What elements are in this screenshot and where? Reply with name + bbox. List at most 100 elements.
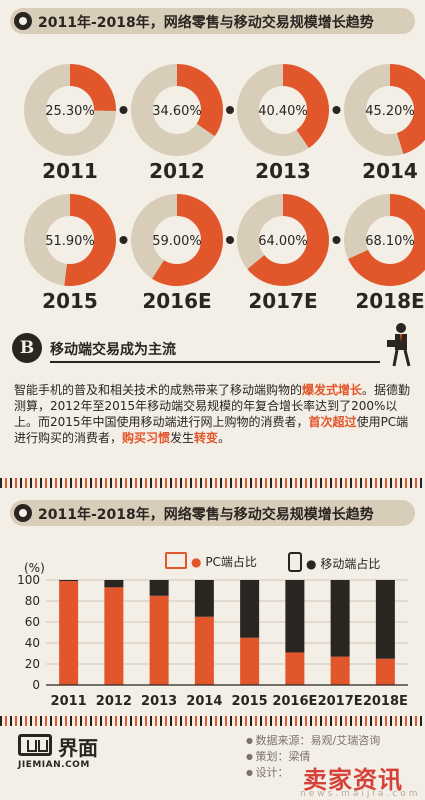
bar-pc (194, 616, 214, 685)
y-tick-label: 0 (32, 678, 40, 692)
donut-year-label: 2018E (355, 289, 424, 313)
donut-year-label: 2015 (42, 289, 98, 313)
donut-value-label: 64.00% (258, 234, 308, 249)
y-tick-label: 40 (25, 636, 40, 650)
legend-mobile: ● 移动端占比 (288, 552, 380, 572)
x-tick-label: 2018E (363, 694, 408, 709)
x-tick-label: 2016E (272, 694, 317, 709)
logo-mark-icon (18, 734, 52, 756)
bar-mobile (104, 580, 124, 588)
separator-dot-icon (332, 236, 341, 244)
bar-pc (59, 581, 79, 685)
phone-icon (288, 552, 302, 572)
separator-dot-icon (119, 106, 128, 114)
legend-mobile-label: 移动端占比 (320, 557, 381, 571)
x-tick-label: 2015 (232, 694, 268, 709)
para-highlight: 转变 (194, 431, 219, 445)
donut-slice (131, 64, 223, 156)
decorative-stripe (0, 478, 425, 488)
section-paragraph: 智能手机的普及和相关技术的成熟带来了移动端购物的爆发式增长。据德勤测算，2012… (14, 382, 412, 446)
bar-mobile (59, 580, 79, 582)
title-banner: 2011年-2018年，网络零售与移动交易规模增长趋势 (10, 500, 415, 526)
logo-domain: JIEMIAN.COM (18, 760, 90, 770)
donut-year-label: 2011 (42, 159, 98, 183)
legend-pc-label: PC端占比 (205, 555, 257, 569)
credit-design: 设计： (246, 765, 380, 781)
donut-value-label: 25.30% (45, 104, 95, 119)
y-tick-label: 100 (17, 573, 40, 587)
para-text: 。 (218, 431, 231, 445)
donut-value-label: 34.60% (152, 104, 202, 119)
credit-source: 数据来源：易观/艾瑞咨询 (246, 733, 381, 749)
x-tick-label: 2012 (96, 694, 132, 709)
donut-slice (24, 194, 116, 286)
banner-dot-icon (14, 504, 32, 522)
y-tick-label: 20 (25, 657, 40, 671)
para-text: 发生 (170, 431, 195, 445)
donut-year-label: 2014 (362, 159, 418, 183)
bar-mobile (330, 580, 350, 657)
para-highlight: 首次超过 (308, 415, 357, 429)
jiemian-logo: 界面 JIEMIAN.COM (18, 732, 118, 772)
separator-dot-icon (226, 106, 234, 114)
legend-bullet: ● (191, 555, 202, 569)
x-tick-label: 2013 (141, 694, 177, 709)
separator-dot-icon (226, 236, 234, 244)
donut-year-label: 2016E (142, 289, 211, 313)
bar-mobile (285, 580, 305, 653)
businessman-icon (387, 323, 411, 367)
para-highlight: 购买习惯 (122, 431, 171, 445)
decorative-stripe (0, 716, 425, 726)
donut-value-label: 68.10% (365, 234, 415, 249)
x-tick-label: 2017E (318, 694, 363, 709)
donut-slice (24, 64, 116, 156)
para-text: 使用PC端进行购买的消费者， (14, 415, 409, 445)
donut-value-label: 45.20% (365, 104, 415, 119)
donut-slice (237, 194, 329, 286)
bar-pc (240, 637, 260, 685)
section-title: 移动端交易成为主流 (50, 342, 176, 358)
monitor-icon (165, 552, 187, 569)
section-underline (50, 361, 380, 363)
credits: 数据来源：易观/艾瑞咨询 策划：梁倩 设计： (246, 733, 381, 781)
para-highlight: 爆发式增长 (302, 383, 363, 397)
donut-slice (237, 64, 329, 156)
section-badge: B (12, 333, 42, 363)
bar-mobile (149, 580, 169, 596)
para-text: 智能手机的普及和相关技术的成熟带来了移动端购物的 (14, 383, 303, 397)
chart-title: 2011年-2018年，网络零售与移动交易规模增长趋势 (38, 15, 374, 31)
logo-text: 界面 (58, 736, 98, 760)
chart-title: 2011年-2018年，网络零售与移动交易规模增长趋势 (38, 507, 374, 523)
y-axis-label: (%) (24, 561, 45, 575)
bar-pc (149, 595, 169, 685)
donut-chart-grid: 25.30% 2011 34.60% 2012 40.40% 2013 45.20% 2014… (24, 64, 425, 313)
title-banner: 2011年-2018年，网络零售与移动交易规模增长趋势 (10, 8, 415, 34)
donut-year-label: 2012 (149, 159, 205, 183)
x-tick-label: 2011 (51, 694, 87, 709)
legend-bullet: ● (306, 557, 317, 571)
bar-mobile (375, 580, 395, 659)
donut-value-label: 51.90% (45, 234, 95, 249)
credit-plan: 策划：梁倩 (246, 749, 380, 765)
para-text: 。据德勤测算，2012年至2015年移动端交易规模的年复合增长率达到了200%以… (14, 383, 411, 429)
separator-dot-icon (119, 236, 128, 244)
watermark: 卖家资讯 (303, 766, 403, 794)
bar-pc (285, 652, 305, 685)
donut-value-label: 59.00% (152, 234, 202, 249)
donut-year-label: 2017E (248, 289, 317, 313)
banner-dot-icon (14, 12, 32, 30)
donut-value-label: 40.40% (258, 104, 308, 119)
donut-year-label: 2013 (255, 159, 311, 183)
legend-pc: ● PC端占比 (165, 552, 257, 570)
watermark-url: news.maijia.com (300, 789, 421, 799)
y-tick-label: 60 (25, 615, 40, 629)
bar-pc (104, 587, 124, 685)
y-tick-label: 80 (25, 594, 40, 608)
bar-pc (375, 658, 395, 685)
bar-mobile (194, 580, 214, 617)
donut-slice (344, 64, 425, 156)
donut-slice (131, 194, 223, 286)
separator-dot-icon (332, 106, 341, 114)
stacked-bar-chart: (%) 0 20 40 60 80 100 2011 2012 2013 2014 2015 2016E… (17, 561, 408, 709)
bar-pc (330, 656, 350, 685)
